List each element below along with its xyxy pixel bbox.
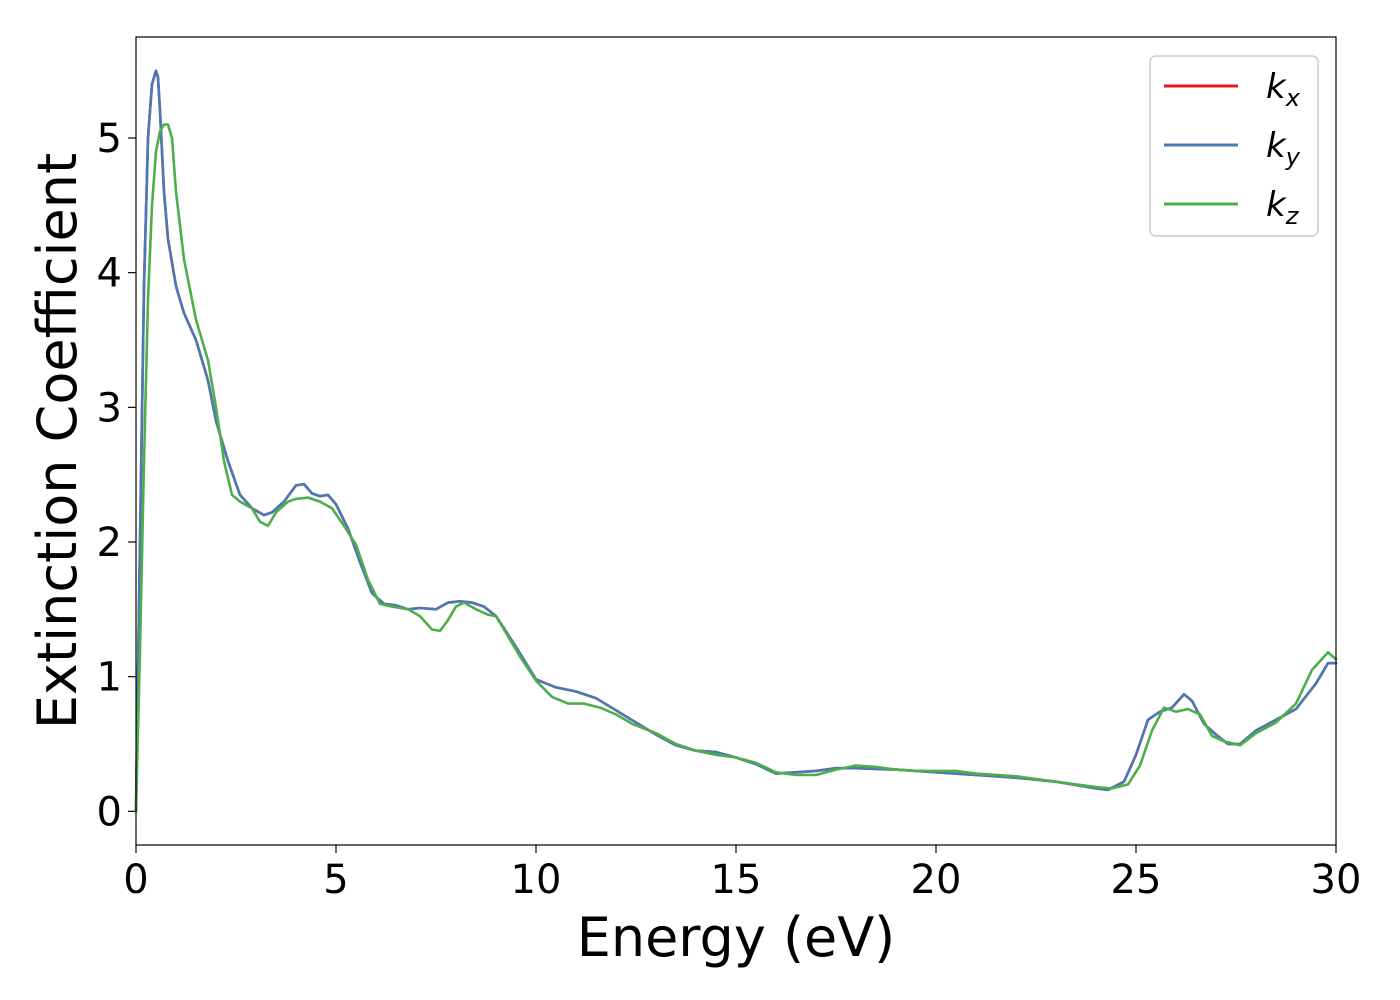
x-axis-title: Energy (eV) [577, 906, 896, 969]
y-tick-label: 0 [97, 789, 122, 835]
legend-label-kx: kx [1266, 67, 1301, 112]
legend-label-ky: ky [1266, 126, 1301, 171]
x-tick-label: 0 [123, 857, 148, 903]
y-axis-ticks: 0 1 2 3 4 5 [97, 116, 136, 835]
x-tick-label: 20 [911, 857, 962, 903]
series-layer [134, 69, 1338, 813]
legend-label-base: k [1266, 185, 1287, 225]
legend-label-subscript: z [1285, 202, 1300, 230]
legend-label-base: k [1266, 126, 1287, 166]
x-axis-ticks: 0 5 10 15 20 25 30 [123, 845, 1361, 903]
legend-label-subscript: x [1285, 84, 1301, 112]
y-tick-label: 2 [97, 520, 122, 566]
x-tick-label: 15 [711, 857, 762, 903]
y-axis-title: Extinction Coefficient [26, 153, 89, 729]
series-line-ky [134, 69, 1338, 813]
series-line-kz [134, 123, 1338, 813]
y-tick-label: 1 [97, 655, 122, 701]
x-tick-label: 25 [1111, 857, 1162, 903]
y-tick-label: 3 [97, 385, 122, 431]
y-tick-label: 5 [97, 116, 122, 162]
legend-label-kz: kz [1266, 185, 1300, 230]
x-tick-label: 10 [511, 857, 562, 903]
y-tick-label: 4 [97, 251, 122, 297]
legend-label-base: k [1266, 67, 1287, 107]
x-tick-label: 30 [1311, 857, 1362, 903]
plot-background [136, 37, 1336, 845]
x-tick-label: 5 [323, 857, 348, 903]
legend-label-subscript: y [1285, 143, 1301, 171]
